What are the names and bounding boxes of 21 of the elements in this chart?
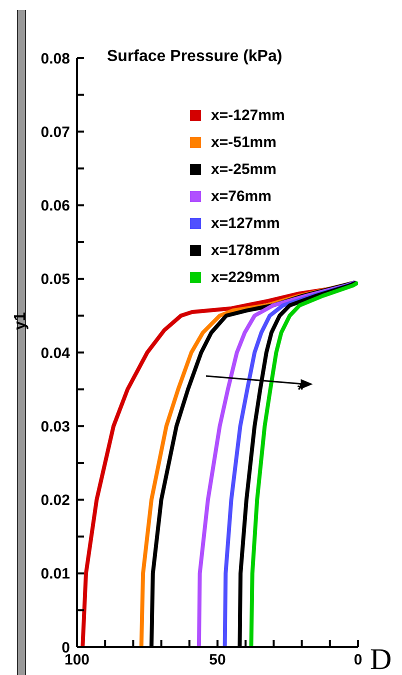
x-tick-label: 50 — [209, 652, 226, 669]
legend-title: Surface Pressure (kPa) — [107, 48, 282, 66]
legend-label: x=-127mm — [211, 107, 285, 124]
y-tick-label: 0.07 — [40, 124, 70, 141]
legend-label: x=127mm — [211, 215, 280, 232]
y-tick-label: 0.02 — [40, 492, 70, 510]
text: D — [370, 643, 392, 675]
x-tick-label: 100 — [64, 652, 90, 669]
y-axis-title: y1 — [12, 312, 30, 330]
legend-label: x=-25mm — [211, 161, 276, 178]
legend-label: x=229mm — [211, 269, 280, 286]
y-tick-label: 0.04 — [40, 344, 71, 362]
y-tick-label: 0.08 — [40, 50, 70, 68]
legend-label: x=178mm — [211, 242, 280, 259]
y-tick-label: 0.05 — [40, 271, 70, 288]
y-tick-label: 0.01 — [40, 566, 70, 583]
legend-label: x=-51mm — [211, 134, 276, 151]
y-tick-label: 0.06 — [40, 198, 70, 215]
legend-label: x=76mm — [211, 188, 272, 205]
x-tick-label: 0 — [354, 652, 362, 669]
y-tick-label: 0.03 — [40, 418, 70, 436]
